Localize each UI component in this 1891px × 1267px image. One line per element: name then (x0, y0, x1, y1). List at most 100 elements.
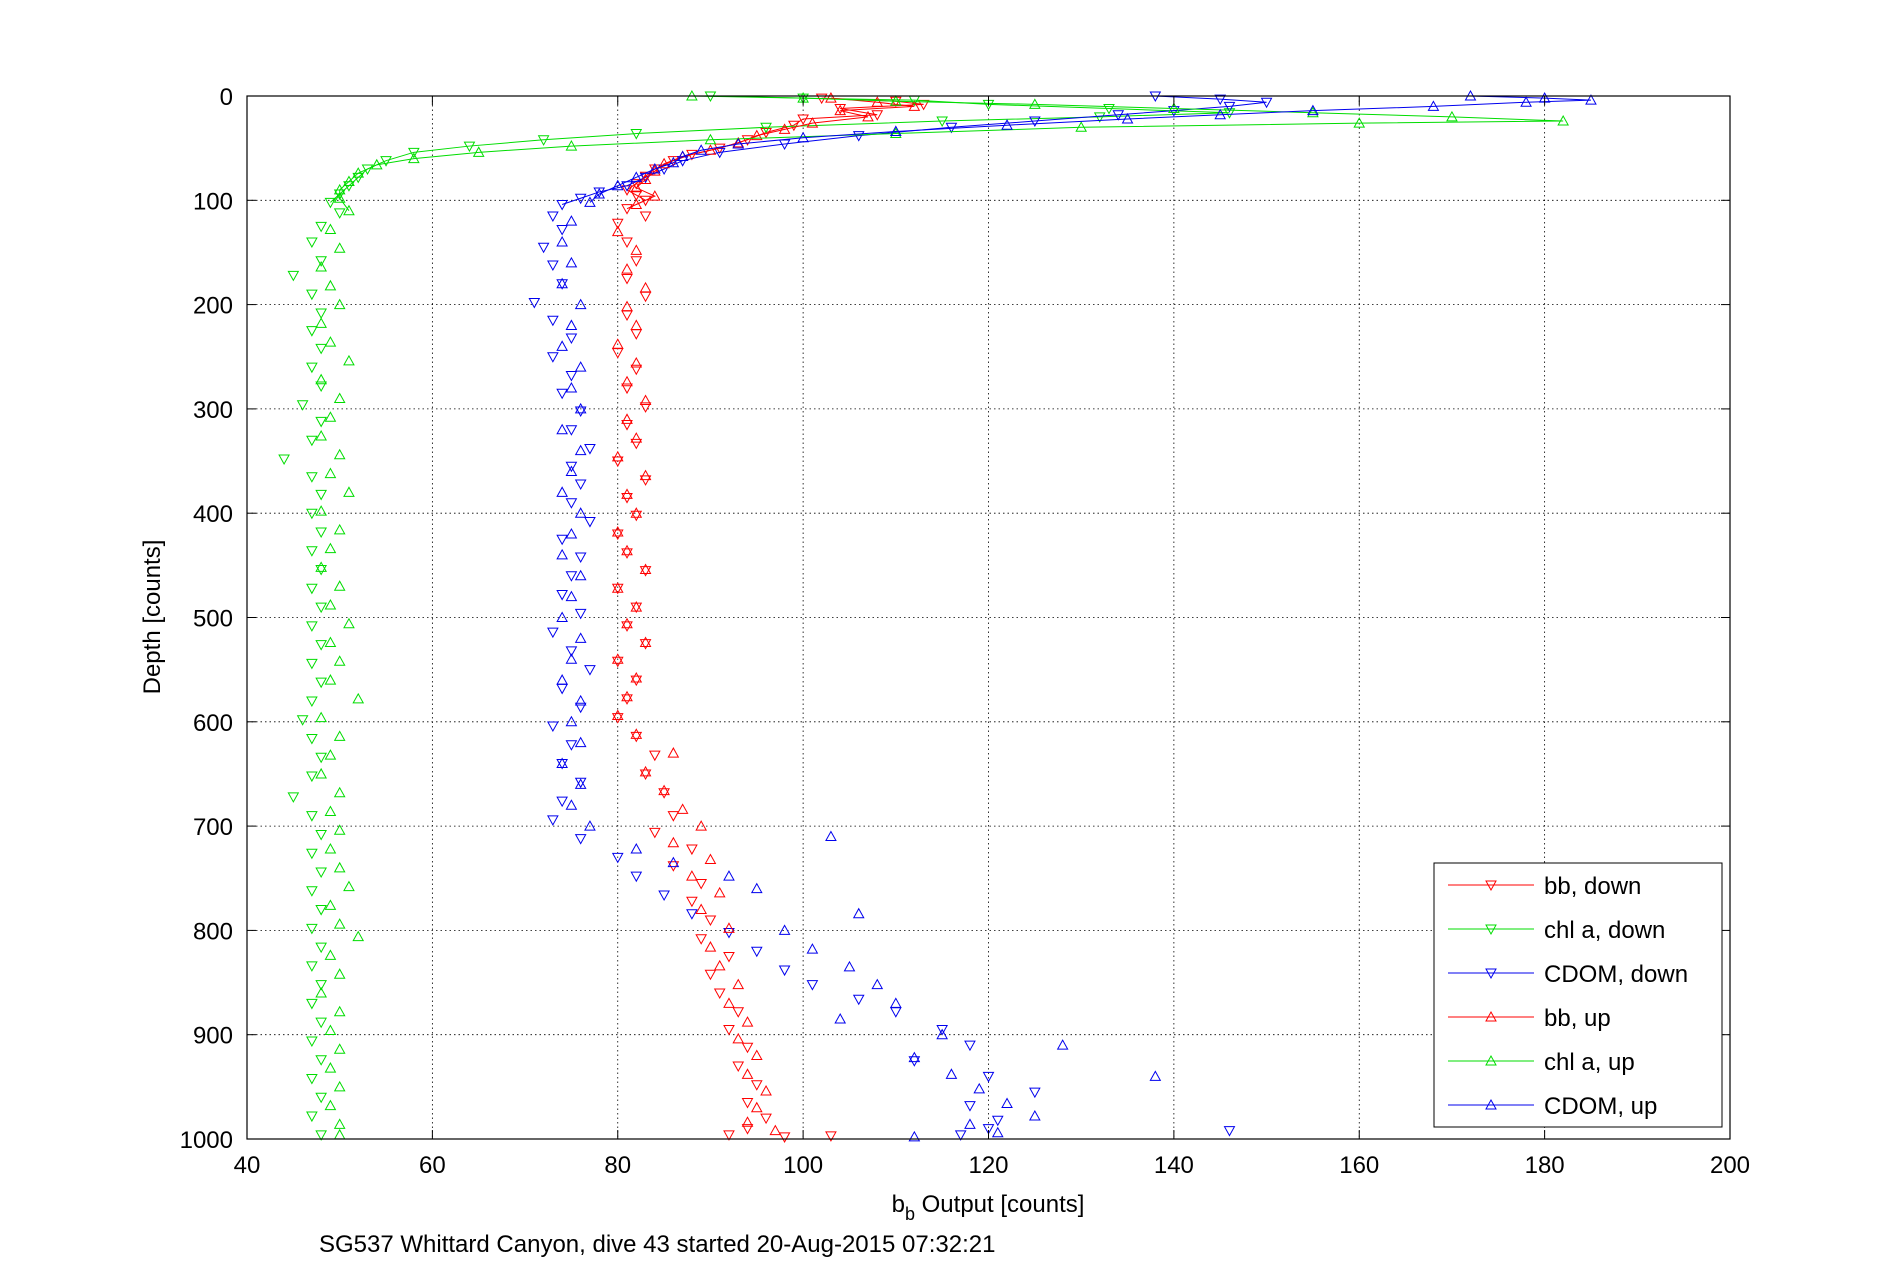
data-point (639, 566, 652, 577)
data-point (574, 736, 587, 748)
data-point (306, 508, 318, 520)
data-point (1028, 116, 1041, 128)
data-point (574, 402, 587, 414)
data-point (574, 406, 587, 418)
data-point (639, 402, 652, 413)
data-point (1056, 1039, 1069, 1050)
figure-caption: SG537 Whittard Canyon, dive 43 started 2… (319, 1231, 995, 1258)
data-point (315, 980, 327, 991)
data-point (741, 1068, 754, 1079)
legend-marker (1485, 1054, 1497, 1066)
y-tick-label: 400 (193, 501, 233, 528)
data-point (565, 425, 578, 436)
data-point (630, 198, 643, 209)
data-point (574, 702, 587, 714)
data-point (704, 144, 717, 155)
data-point (565, 498, 578, 509)
data-point (871, 96, 884, 107)
data-point (621, 690, 633, 702)
data-point (695, 903, 708, 915)
x-tick-label: 100 (783, 1152, 823, 1179)
data-point (991, 1115, 1004, 1127)
data-point (315, 561, 327, 572)
data-point (630, 871, 643, 883)
data-point (667, 747, 680, 758)
data-point (862, 110, 874, 122)
data-point (852, 907, 865, 919)
data-point (574, 569, 587, 581)
data-point (621, 548, 633, 559)
data-point (630, 675, 643, 687)
data-point (834, 104, 847, 116)
series-line (339, 95, 1564, 212)
data-point (723, 1024, 735, 1036)
data-point (306, 848, 318, 860)
data-point (306, 811, 318, 822)
data-point (556, 611, 568, 622)
legend-marker (1485, 1010, 1497, 1022)
series-line (561, 95, 1267, 205)
data-point (306, 362, 318, 374)
data-point (343, 204, 355, 216)
data-point (630, 244, 643, 255)
data-point (630, 728, 643, 739)
data-point (695, 144, 708, 155)
data-point (889, 127, 902, 139)
data-point (333, 968, 346, 979)
data-point (621, 413, 633, 424)
data-point (1001, 1097, 1013, 1109)
data-point (630, 181, 643, 193)
data-point (621, 694, 633, 705)
data-point (750, 1101, 763, 1113)
data-point (630, 601, 643, 612)
data-point (315, 1017, 327, 1029)
data-point (556, 534, 568, 546)
data-point (732, 137, 745, 149)
data-point (1168, 106, 1180, 117)
data-point (1149, 1070, 1162, 1081)
data-point (333, 1118, 346, 1129)
data-point (741, 1016, 754, 1027)
data-point (750, 882, 763, 894)
data-point (611, 529, 624, 541)
data-point (1446, 110, 1458, 122)
data-point (611, 709, 624, 721)
data-point (695, 878, 708, 890)
data-point (686, 896, 698, 908)
data-point (324, 949, 337, 960)
data-point (676, 150, 689, 161)
data-point (324, 542, 337, 554)
data-point (556, 590, 568, 601)
data-point (713, 959, 726, 971)
data-point (315, 752, 327, 764)
data-point (574, 608, 587, 620)
data-point (315, 416, 327, 428)
data-point (936, 116, 949, 128)
data-point (723, 922, 735, 933)
data-point (306, 621, 318, 632)
data-point (333, 730, 346, 741)
data-point (407, 152, 420, 164)
x-tick-label: 40 (234, 1152, 261, 1179)
data-point (889, 997, 902, 1008)
legend-label: CDOM, up (1544, 1093, 1657, 1120)
data-point (315, 640, 327, 651)
data-point (565, 590, 578, 602)
data-point (324, 411, 337, 422)
y-tick-label: 300 (193, 397, 233, 424)
data-point (547, 211, 559, 222)
data-point (556, 225, 568, 236)
data-point (565, 528, 578, 539)
data-point (611, 179, 624, 191)
data-point (871, 978, 884, 990)
data-point (639, 281, 652, 293)
data-point (547, 315, 559, 327)
data-point (306, 961, 318, 972)
data-point (306, 1074, 318, 1085)
data-point (1093, 112, 1106, 123)
data-point (954, 1130, 967, 1141)
data-point (704, 133, 717, 145)
data-point (852, 994, 865, 1006)
data-point (333, 861, 346, 873)
data-point (908, 100, 921, 111)
